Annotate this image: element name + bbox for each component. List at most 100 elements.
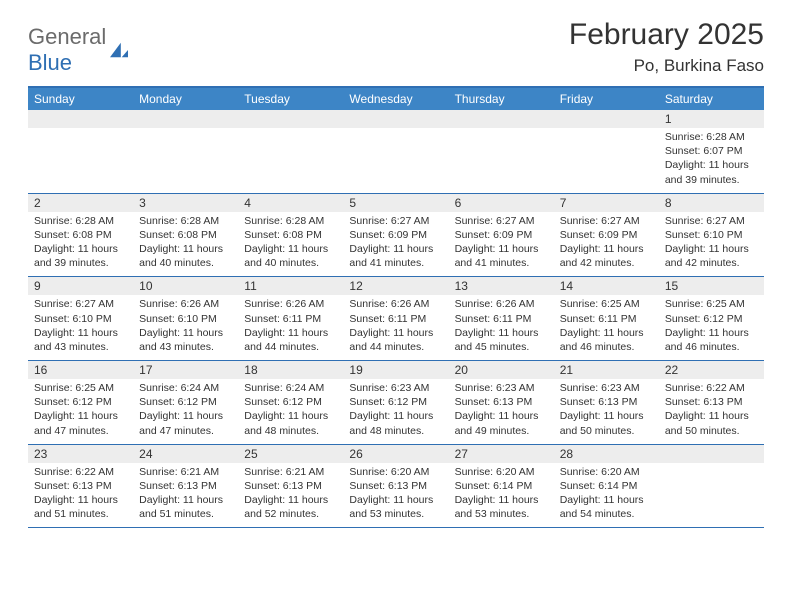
day-number xyxy=(343,110,448,128)
day-body: Sunrise: 6:20 AMSunset: 6:14 PMDaylight:… xyxy=(554,465,659,522)
weekday-wednesday: Wednesday xyxy=(343,88,448,110)
day-number: 12 xyxy=(343,277,448,295)
daylight-line: Daylight: 11 hours and 43 minutes. xyxy=(34,326,129,354)
day-body: Sunrise: 6:26 AMSunset: 6:10 PMDaylight:… xyxy=(133,297,238,354)
day-cell: 4Sunrise: 6:28 AMSunset: 6:08 PMDaylight… xyxy=(238,194,343,277)
sunset-line: Sunset: 6:07 PM xyxy=(665,144,760,158)
day-body: Sunrise: 6:24 AMSunset: 6:12 PMDaylight:… xyxy=(133,381,238,438)
day-number: 7 xyxy=(554,194,659,212)
day-number: 4 xyxy=(238,194,343,212)
sunrise-line: Sunrise: 6:23 AM xyxy=(349,381,444,395)
daylight-line: Daylight: 11 hours and 41 minutes. xyxy=(455,242,550,270)
day-body: Sunrise: 6:27 AMSunset: 6:09 PMDaylight:… xyxy=(449,214,554,271)
day-cell: 6Sunrise: 6:27 AMSunset: 6:09 PMDaylight… xyxy=(449,194,554,277)
sunset-line: Sunset: 6:12 PM xyxy=(244,395,339,409)
title-block: February 2025 Po, Burkina Faso xyxy=(569,18,764,76)
sunset-line: Sunset: 6:13 PM xyxy=(560,395,655,409)
day-number: 17 xyxy=(133,361,238,379)
daylight-line: Daylight: 11 hours and 53 minutes. xyxy=(349,493,444,521)
daylight-line: Daylight: 11 hours and 50 minutes. xyxy=(665,409,760,437)
day-body: Sunrise: 6:23 AMSunset: 6:12 PMDaylight:… xyxy=(343,381,448,438)
day-cell: 5Sunrise: 6:27 AMSunset: 6:09 PMDaylight… xyxy=(343,194,448,277)
day-number: 10 xyxy=(133,277,238,295)
day-number: 25 xyxy=(238,445,343,463)
daylight-line: Daylight: 11 hours and 46 minutes. xyxy=(665,326,760,354)
weeks-container: 1Sunrise: 6:28 AMSunset: 6:07 PMDaylight… xyxy=(28,110,764,528)
day-cell: 1Sunrise: 6:28 AMSunset: 6:07 PMDaylight… xyxy=(659,110,764,193)
sunrise-line: Sunrise: 6:22 AM xyxy=(665,381,760,395)
sunset-line: Sunset: 6:11 PM xyxy=(455,312,550,326)
day-body: Sunrise: 6:26 AMSunset: 6:11 PMDaylight:… xyxy=(343,297,448,354)
sunset-line: Sunset: 6:13 PM xyxy=(349,479,444,493)
day-number: 14 xyxy=(554,277,659,295)
day-body: Sunrise: 6:25 AMSunset: 6:12 PMDaylight:… xyxy=(28,381,133,438)
daylight-line: Daylight: 11 hours and 44 minutes. xyxy=(244,326,339,354)
day-number xyxy=(238,110,343,128)
sunset-line: Sunset: 6:08 PM xyxy=(34,228,129,242)
daylight-line: Daylight: 11 hours and 41 minutes. xyxy=(349,242,444,270)
day-number: 24 xyxy=(133,445,238,463)
daylight-line: Daylight: 11 hours and 46 minutes. xyxy=(560,326,655,354)
month-title: February 2025 xyxy=(569,18,764,52)
day-cell: 28Sunrise: 6:20 AMSunset: 6:14 PMDayligh… xyxy=(554,445,659,528)
day-number: 2 xyxy=(28,194,133,212)
day-number: 3 xyxy=(133,194,238,212)
sunset-line: Sunset: 6:09 PM xyxy=(560,228,655,242)
sunset-line: Sunset: 6:08 PM xyxy=(139,228,234,242)
day-number: 9 xyxy=(28,277,133,295)
daylight-line: Daylight: 11 hours and 42 minutes. xyxy=(665,242,760,270)
day-number: 20 xyxy=(449,361,554,379)
daylight-line: Daylight: 11 hours and 54 minutes. xyxy=(560,493,655,521)
weekday-tuesday: Tuesday xyxy=(238,88,343,110)
location: Po, Burkina Faso xyxy=(569,56,764,76)
day-number: 11 xyxy=(238,277,343,295)
sunset-line: Sunset: 6:13 PM xyxy=(244,479,339,493)
day-body: Sunrise: 6:20 AMSunset: 6:13 PMDaylight:… xyxy=(343,465,448,522)
sunrise-line: Sunrise: 6:27 AM xyxy=(455,214,550,228)
sunset-line: Sunset: 6:13 PM xyxy=(665,395,760,409)
sunrise-line: Sunrise: 6:23 AM xyxy=(455,381,550,395)
day-body: Sunrise: 6:23 AMSunset: 6:13 PMDaylight:… xyxy=(449,381,554,438)
day-number xyxy=(133,110,238,128)
day-body: Sunrise: 6:22 AMSunset: 6:13 PMDaylight:… xyxy=(28,465,133,522)
daylight-line: Daylight: 11 hours and 47 minutes. xyxy=(139,409,234,437)
day-cell: 21Sunrise: 6:23 AMSunset: 6:13 PMDayligh… xyxy=(554,361,659,444)
sunrise-line: Sunrise: 6:28 AM xyxy=(139,214,234,228)
daylight-line: Daylight: 11 hours and 45 minutes. xyxy=(455,326,550,354)
day-cell: 14 Sunrise: 6:25 AMSunset: 6:11 PMDayligh… xyxy=(554,277,659,360)
sunrise-line: Sunrise: 6:20 AM xyxy=(349,465,444,479)
day-number: 22 xyxy=(659,361,764,379)
sunset-line: Sunset: 6:11 PM xyxy=(560,312,655,326)
day-number: 18 xyxy=(238,361,343,379)
day-cell: 20 Sunrise: 6:23 AMSunset: 6:13 PMDayligh… xyxy=(449,361,554,444)
day-cell: 18Sunrise: 6:24 AMSunset: 6:12 PMDayligh… xyxy=(238,361,343,444)
daylight-line: Daylight: 11 hours and 49 minutes. xyxy=(455,409,550,437)
sunset-line: Sunset: 6:13 PM xyxy=(34,479,129,493)
day-number xyxy=(449,110,554,128)
day-cell: 9Sunrise: 6:27 AMSunset: 6:10 PMDaylight… xyxy=(28,277,133,360)
sunset-line: Sunset: 6:10 PM xyxy=(665,228,760,242)
sunset-line: Sunset: 6:12 PM xyxy=(665,312,760,326)
day-body: Sunrise: 6:25 AMSunset: 6:11 PMDaylight:… xyxy=(554,297,659,354)
daylight-line: Daylight: 11 hours and 40 minutes. xyxy=(244,242,339,270)
day-number: 5 xyxy=(343,194,448,212)
sunset-line: Sunset: 6:11 PM xyxy=(349,312,444,326)
day-body: Sunrise: 6:27 AMSunset: 6:09 PMDaylight:… xyxy=(554,214,659,271)
day-cell xyxy=(133,110,238,193)
daylight-line: Daylight: 11 hours and 51 minutes. xyxy=(139,493,234,521)
day-number xyxy=(28,110,133,128)
day-cell xyxy=(659,445,764,528)
day-body: Sunrise: 6:23 AMSunset: 6:13 PMDaylight:… xyxy=(554,381,659,438)
daylight-line: Daylight: 11 hours and 40 minutes. xyxy=(139,242,234,270)
sunset-line: Sunset: 6:12 PM xyxy=(139,395,234,409)
day-number: 23 xyxy=(28,445,133,463)
weekday-friday: Friday xyxy=(554,88,659,110)
day-body: Sunrise: 6:26 AMSunset: 6:11 PMDaylight:… xyxy=(238,297,343,354)
day-cell: 12 Sunrise: 6:26 AMSunset: 6:11 PMDayligh… xyxy=(343,277,448,360)
day-body: Sunrise: 6:25 AMSunset: 6:12 PMDaylight:… xyxy=(659,297,764,354)
daylight-line: Daylight: 11 hours and 42 minutes. xyxy=(560,242,655,270)
weekday-header-row: Sunday Monday Tuesday Wednesday Thursday… xyxy=(28,88,764,110)
day-cell: 11 Sunrise: 6:26 AMSunset: 6:11 PMDayligh… xyxy=(238,277,343,360)
sunrise-line: Sunrise: 6:20 AM xyxy=(455,465,550,479)
sunset-line: Sunset: 6:13 PM xyxy=(139,479,234,493)
